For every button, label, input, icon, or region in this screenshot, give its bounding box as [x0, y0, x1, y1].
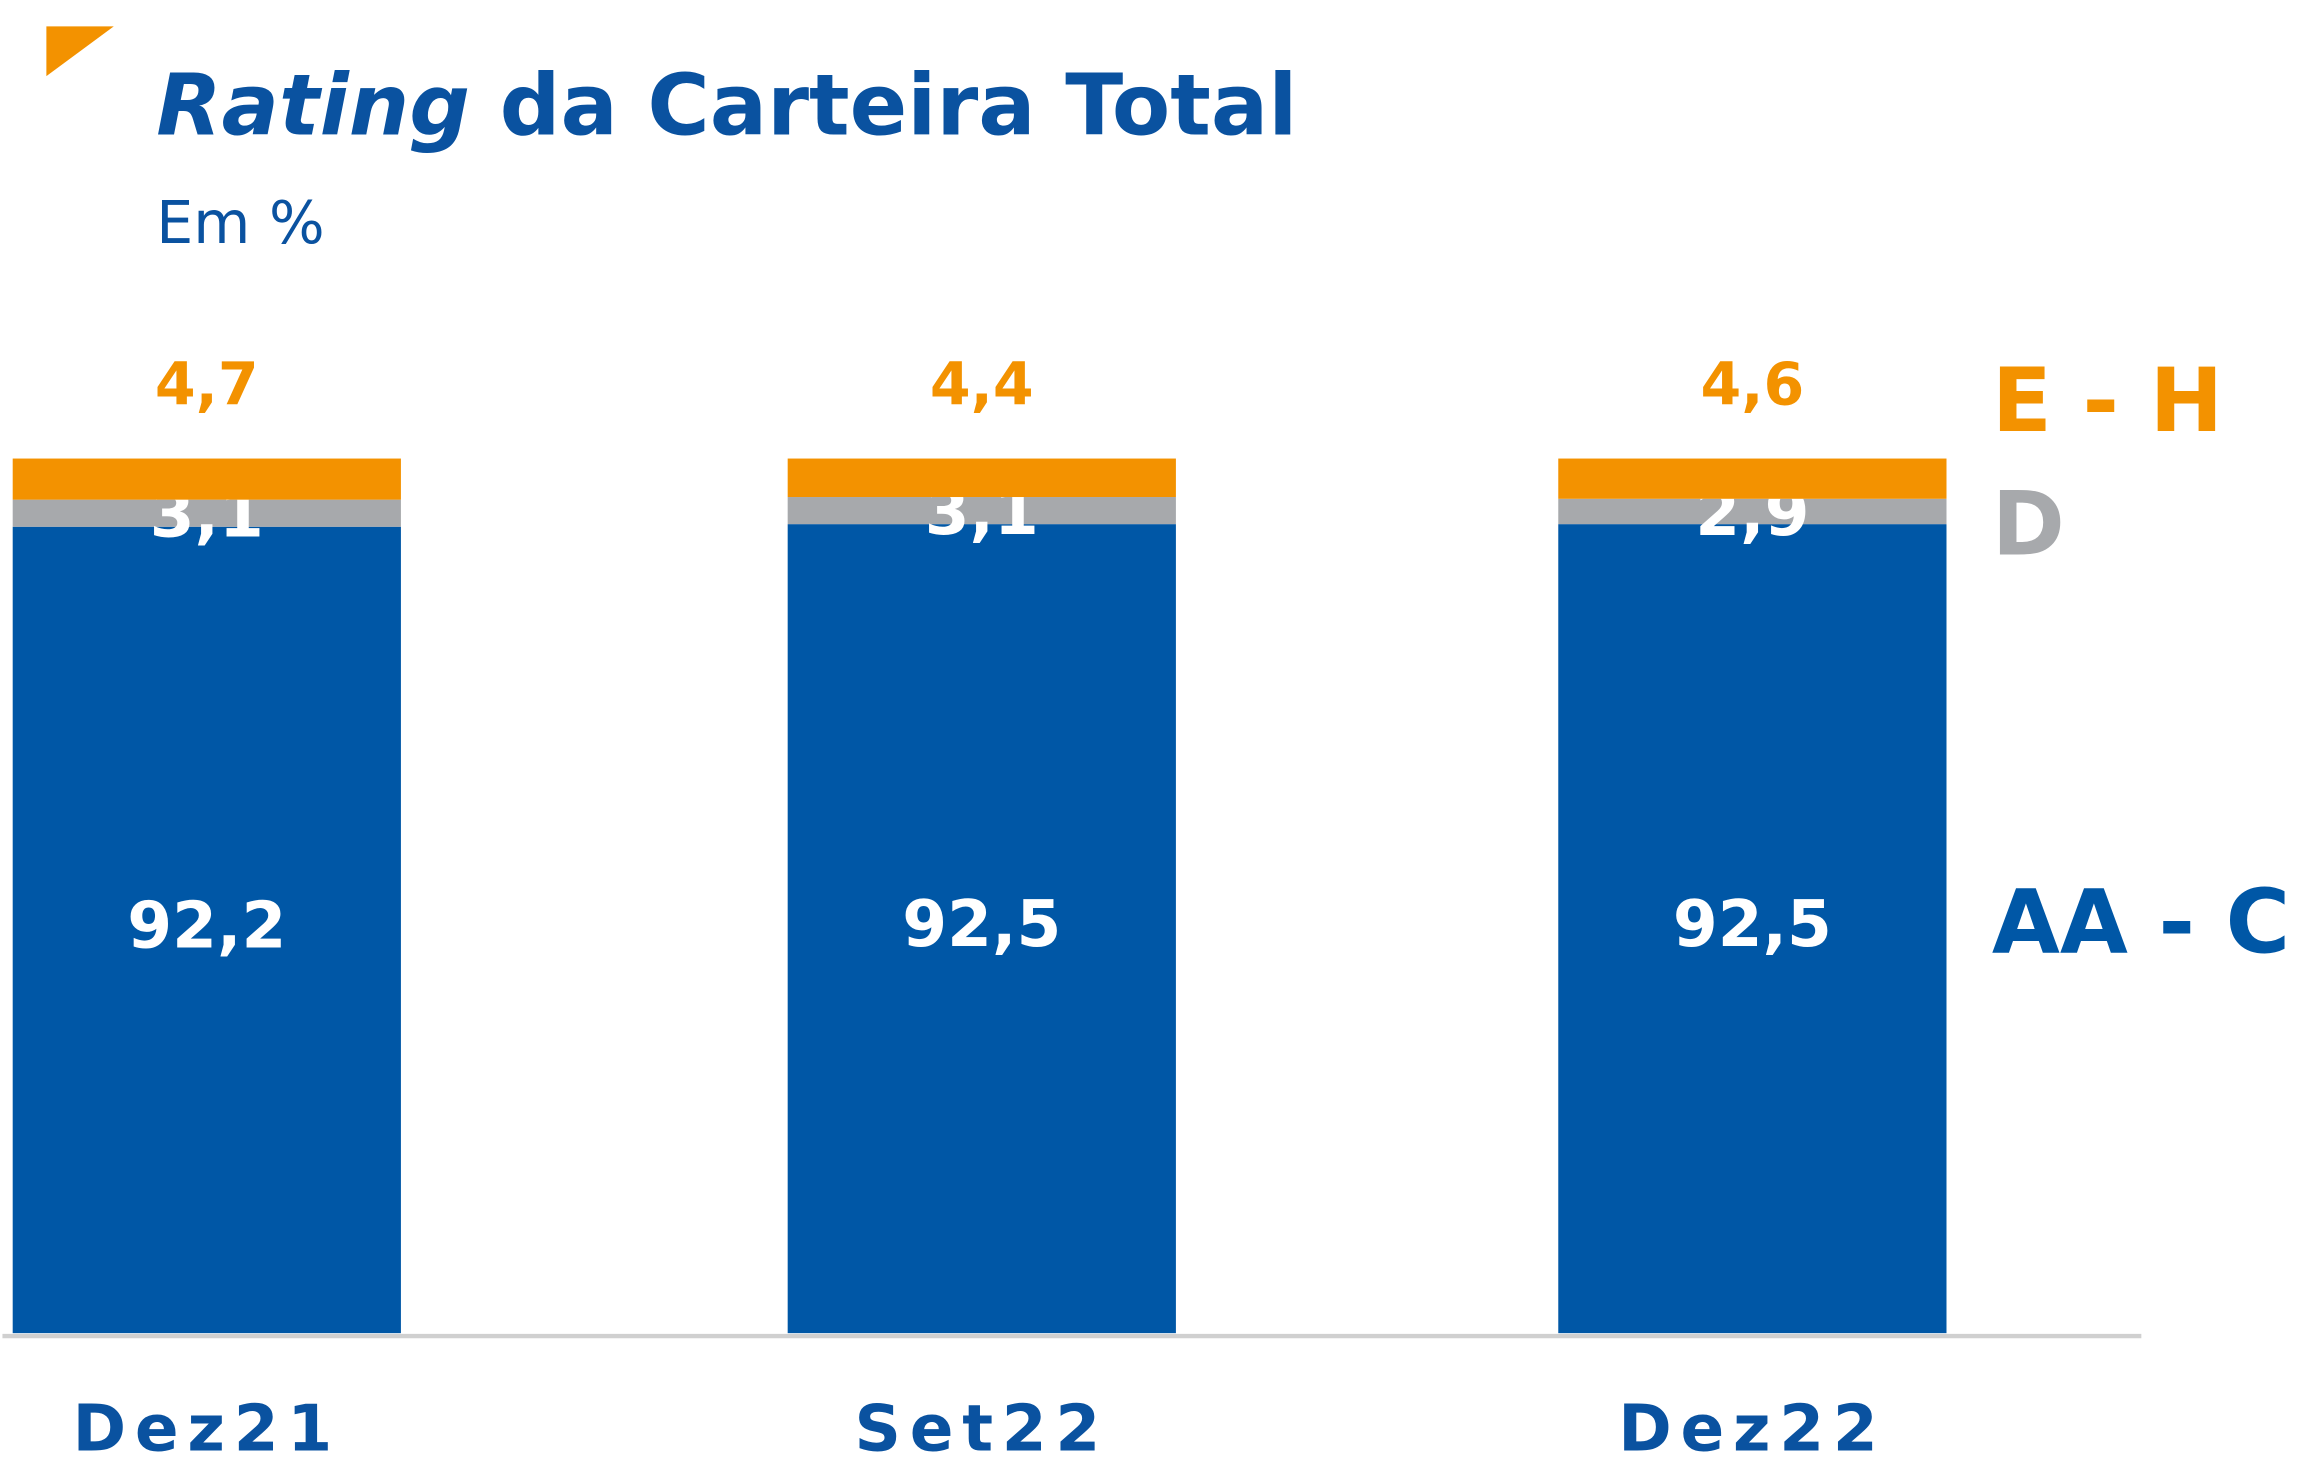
- value-label: 4,4: [930, 350, 1034, 418]
- x-tick-label: Dez22: [1618, 1391, 1886, 1465]
- corner-mark: [46, 26, 114, 77]
- value-label: 4,6: [1700, 350, 1804, 418]
- bar-segment: [787, 458, 1176, 498]
- x-tick-label: Set22: [854, 1391, 1109, 1465]
- bar-segment: [1558, 498, 1947, 525]
- legend-label: E - H: [1992, 349, 2223, 452]
- chart-title: Rating da Carteira Total: [156, 57, 1297, 156]
- value-label: 92,2: [127, 889, 286, 964]
- bar-segment: [787, 497, 1176, 525]
- bar-segment: [1558, 458, 1947, 499]
- legend-label: D: [1992, 472, 2065, 575]
- bar-segment: [1558, 524, 1947, 1334]
- chart-subtitle: Em %: [156, 189, 324, 257]
- bar-segment: [12, 458, 401, 500]
- legend-label: AA - C: [1992, 871, 2290, 974]
- title-rest: da Carteira Total: [500, 57, 1298, 156]
- bar-segment: [12, 526, 401, 1334]
- value-label: 92,5: [902, 887, 1061, 962]
- x-tick-label: Dez21: [73, 1391, 341, 1465]
- bar-segment: [787, 524, 1176, 1334]
- bar-segment: [12, 499, 401, 527]
- value-label: 4,7: [155, 350, 259, 418]
- title-emphasis: Rating: [156, 57, 470, 156]
- value-label: 92,5: [1673, 887, 1832, 962]
